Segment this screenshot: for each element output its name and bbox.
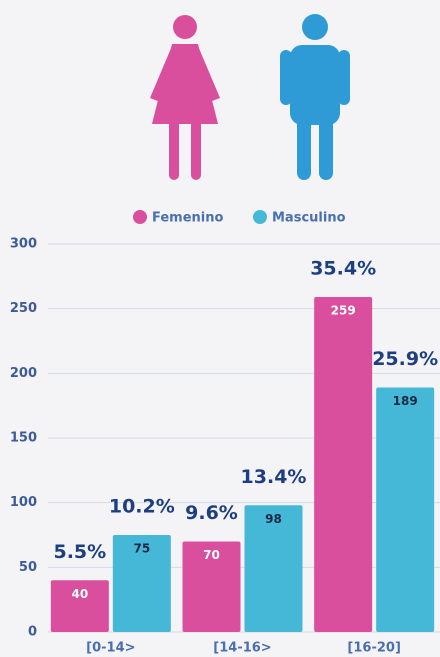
value-label: 259 (331, 304, 356, 318)
bar (50, 580, 109, 632)
y-tick-label: 200 (10, 366, 37, 381)
bar (112, 535, 171, 632)
share-label: 35.4% (310, 258, 376, 280)
y-tick-label: 0 (28, 625, 37, 640)
legend-swatch (253, 210, 267, 224)
value-label: 75 (133, 542, 150, 556)
female-icon (150, 15, 220, 180)
value-label: 40 (71, 587, 88, 601)
x-tick-label: [14-16> (213, 641, 271, 656)
value-label: 189 (393, 394, 418, 408)
y-tick-label: 150 (10, 431, 37, 446)
bar (314, 297, 373, 632)
share-label: 10.2% (109, 496, 175, 518)
y-tick-label: 50 (19, 560, 37, 575)
y-tick-label: 250 (10, 301, 37, 316)
share-label: 5.5% (53, 541, 106, 563)
x-tick-label: [16-20] (347, 641, 400, 656)
y-tick-label: 100 (10, 495, 37, 510)
value-label: 70 (203, 548, 220, 562)
legend-swatch (133, 210, 147, 224)
male-icon (280, 14, 350, 180)
share-label: 9.6% (185, 502, 238, 524)
bar (182, 541, 241, 632)
legend-label: Femenino (152, 211, 223, 226)
y-tick-label: 300 (10, 237, 37, 252)
bar (244, 505, 303, 632)
share-label: 25.9% (372, 348, 438, 370)
bar (376, 387, 435, 632)
value-label: 98 (265, 512, 282, 526)
legend-label: Masculino (272, 211, 346, 226)
x-tick-label: [0-14> (86, 641, 135, 656)
share-label: 13.4% (241, 466, 307, 488)
